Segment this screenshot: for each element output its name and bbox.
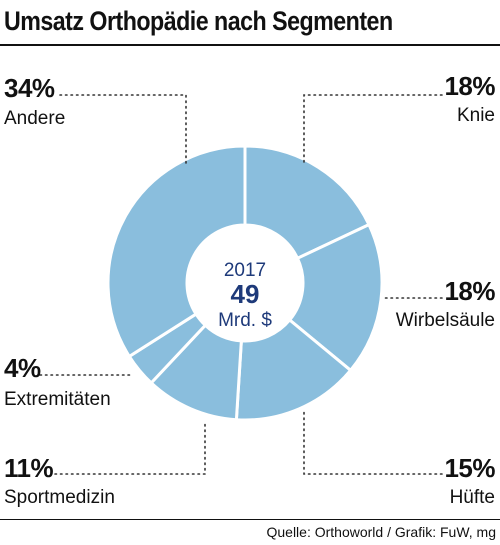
segment-label-sportmedizin: Sportmedizin (4, 487, 115, 508)
slice-knie (243, 144, 371, 261)
title-rule (0, 44, 500, 46)
slice-andere (106, 144, 247, 359)
footer-rule (0, 519, 500, 520)
center-year: 2017 (224, 260, 266, 281)
percent-label-sportmedizin: 11% (4, 453, 53, 483)
chart-title: Umsatz Orthopädie nach Segmenten (4, 6, 393, 36)
percent-label-extremitäten: 4% (4, 353, 41, 383)
leader-line-hüfte (303, 409, 443, 475)
leader-line-knie (303, 94, 443, 166)
leader-line-sportmedizin (54, 423, 206, 475)
segment-label-extremitäten: Extremitäten (4, 389, 111, 410)
segment-label-knie: Knie (457, 105, 495, 126)
center-unit: Mrd. $ (218, 310, 272, 331)
percent-label-andere: 34% (4, 73, 55, 103)
percent-label-knie: 18% (444, 71, 495, 101)
segment-label-andere: Andere (4, 108, 65, 129)
source-credit: Quelle: Orthoworld / Grafik: FuW, mg (266, 524, 496, 540)
center-total: 49 (231, 279, 260, 309)
percent-label-wirbelsäule: 18% (444, 276, 495, 306)
segment-label-wirbelsäule: Wirbelsäule (396, 310, 495, 331)
leader-line-andere (59, 94, 187, 166)
percent-label-hüfte: 15% (444, 453, 495, 483)
slice-hüfte (234, 317, 353, 422)
segment-label-hüfte: Hüfte (450, 487, 495, 508)
slice-wirbelsäule (287, 222, 384, 373)
